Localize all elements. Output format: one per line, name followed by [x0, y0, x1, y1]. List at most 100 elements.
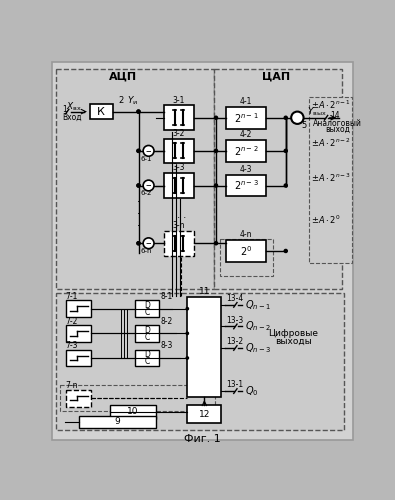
Text: D: D: [144, 326, 150, 335]
Text: 6-n: 6-n: [141, 248, 152, 254]
Text: 14: 14: [330, 111, 339, 120]
Bar: [135, 300, 160, 317]
Bar: [226, 107, 266, 128]
Text: 3-1: 3-1: [173, 96, 185, 104]
Bar: [79, 416, 156, 428]
Text: –: –: [146, 180, 151, 190]
Text: 10: 10: [127, 408, 139, 416]
Text: $\pm A \cdot 2^{n-2}$: $\pm A \cdot 2^{n-2}$: [310, 137, 351, 149]
Bar: [187, 405, 222, 423]
Circle shape: [143, 238, 154, 248]
Circle shape: [284, 250, 287, 252]
Text: 12: 12: [199, 410, 210, 418]
Circle shape: [137, 242, 140, 245]
Bar: [66, 390, 91, 406]
Text: $2^{n-2}$: $2^{n-2}$: [234, 144, 258, 158]
Text: $Q_{n-1}$: $Q_{n-1}$: [245, 298, 271, 312]
Bar: [135, 350, 160, 366]
Text: 4-1: 4-1: [240, 97, 252, 106]
Text: $2^{0}$: $2^{0}$: [240, 244, 252, 258]
Text: 3-2: 3-2: [173, 128, 185, 138]
Circle shape: [137, 110, 140, 113]
Text: 8-1: 8-1: [161, 292, 173, 301]
Bar: [66, 350, 91, 366]
Bar: [187, 297, 222, 398]
Text: $2^{n-3}$: $2^{n-3}$: [234, 178, 259, 192]
Circle shape: [137, 110, 140, 113]
Text: 6-2: 6-2: [141, 190, 152, 196]
Text: $X_{\rm вх}$: $X_{\rm вх}$: [66, 100, 82, 112]
Text: Аналоговый: Аналоговый: [313, 118, 362, 128]
Bar: [226, 174, 266, 197]
Bar: [214, 69, 342, 288]
Circle shape: [284, 116, 287, 119]
Circle shape: [214, 150, 218, 152]
Bar: [110, 405, 156, 419]
Text: АЦП: АЦП: [109, 72, 137, 82]
Bar: [220, 238, 273, 276]
Text: 4-n: 4-n: [240, 230, 252, 239]
Bar: [66, 300, 91, 317]
Bar: [90, 104, 113, 120]
Text: 8-2: 8-2: [161, 316, 173, 326]
Circle shape: [137, 184, 140, 187]
Text: C: C: [145, 308, 150, 317]
Bar: [60, 385, 215, 411]
Text: D: D: [144, 350, 150, 360]
Text: 13-3: 13-3: [226, 316, 243, 325]
Text: 13-4: 13-4: [226, 294, 243, 303]
Text: –: –: [146, 146, 151, 156]
Text: 2: 2: [118, 96, 123, 106]
Text: $\pm A \cdot 2^{n-3}$: $\pm A \cdot 2^{n-3}$: [310, 172, 351, 184]
Text: $Y_{\rm и}$: $Y_{\rm и}$: [127, 94, 138, 107]
Text: 8-3: 8-3: [161, 341, 173, 350]
Text: C: C: [145, 358, 150, 366]
Text: $\pm A \cdot 2^{n-1}$: $\pm A \cdot 2^{n-1}$: [310, 98, 351, 111]
Text: выход: выход: [325, 125, 350, 134]
Bar: [66, 325, 91, 342]
Text: $Q_{0}$: $Q_{0}$: [245, 384, 258, 398]
Bar: [309, 97, 352, 262]
Circle shape: [214, 116, 218, 119]
Bar: [164, 138, 194, 163]
Circle shape: [186, 308, 188, 310]
Text: $Q_{n-2}$: $Q_{n-2}$: [245, 320, 271, 334]
Text: 13-1: 13-1: [226, 380, 243, 390]
Bar: [226, 140, 266, 162]
Text: 5: 5: [301, 121, 306, 130]
Text: 4-3: 4-3: [240, 165, 252, 174]
Circle shape: [143, 180, 154, 191]
Circle shape: [137, 184, 140, 187]
Text: $2^{n-1}$: $2^{n-1}$: [234, 111, 259, 124]
Circle shape: [214, 242, 218, 245]
Circle shape: [186, 357, 188, 359]
Bar: [164, 106, 194, 130]
Text: $Q_{n-3}$: $Q_{n-3}$: [245, 341, 271, 355]
Text: · · ·: · · ·: [171, 213, 186, 223]
Circle shape: [186, 332, 188, 334]
Text: C: C: [145, 332, 150, 342]
Bar: [164, 173, 194, 198]
Text: ·
·
·: · · ·: [137, 198, 140, 230]
Text: Цифровые: Цифровые: [269, 329, 318, 338]
Text: 6-1: 6-1: [141, 156, 152, 162]
Text: 13-2: 13-2: [226, 338, 243, 346]
Circle shape: [214, 184, 218, 187]
Text: 1: 1: [62, 105, 67, 114]
Circle shape: [143, 146, 154, 156]
Bar: [226, 240, 266, 262]
Text: –: –: [146, 238, 151, 248]
Bar: [135, 325, 160, 342]
Text: 3-n: 3-n: [173, 221, 185, 230]
Text: 7-n: 7-n: [66, 381, 78, 390]
Bar: [56, 69, 214, 288]
Text: 3-3: 3-3: [173, 164, 185, 172]
Text: ЦАП: ЦАП: [262, 72, 290, 82]
Text: Фиг. 1: Фиг. 1: [184, 434, 221, 444]
Text: выходы: выходы: [275, 336, 312, 345]
Circle shape: [137, 242, 140, 245]
Text: 9: 9: [115, 418, 120, 426]
Circle shape: [291, 112, 304, 124]
Text: $Y_{\rm вых}$: $Y_{\rm вых}$: [307, 106, 327, 118]
Text: 7-1: 7-1: [66, 292, 78, 301]
